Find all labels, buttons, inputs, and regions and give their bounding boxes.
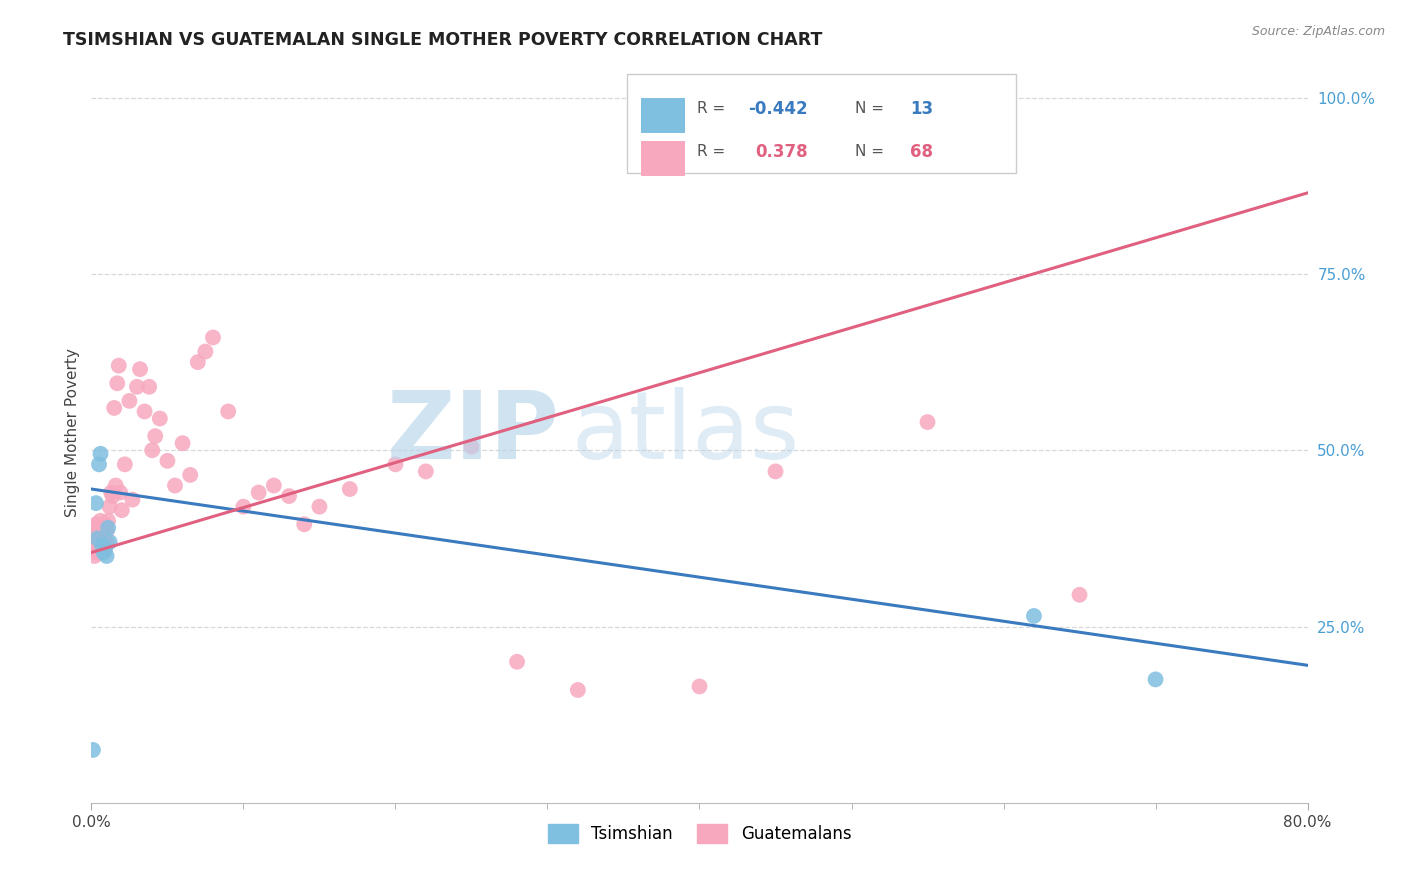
Guatemalans xyxy=(87,521,110,535)
Guatemalans xyxy=(107,359,129,373)
Guatemalans xyxy=(87,545,110,559)
Tsimshian xyxy=(89,447,111,461)
Guatemalans xyxy=(917,415,939,429)
Text: N =: N = xyxy=(855,101,889,116)
Guatemalans xyxy=(86,541,108,556)
Text: ZIP: ZIP xyxy=(387,386,560,479)
Guatemalans xyxy=(138,380,160,394)
Guatemalans xyxy=(202,330,225,344)
Text: R =: R = xyxy=(697,101,730,116)
Guatemalans xyxy=(104,478,127,492)
Guatemalans xyxy=(278,489,301,503)
Guatemalans xyxy=(765,464,787,478)
Guatemalans xyxy=(141,443,163,458)
Guatemalans xyxy=(247,485,270,500)
Guatemalans xyxy=(149,411,172,425)
Guatemalans xyxy=(82,532,104,546)
Guatemalans xyxy=(187,355,209,369)
Guatemalans xyxy=(156,454,179,468)
Guatemalans xyxy=(114,458,136,472)
Guatemalans xyxy=(94,541,117,556)
Guatemalans xyxy=(93,521,115,535)
Guatemalans xyxy=(91,535,114,549)
Guatemalans xyxy=(94,517,117,532)
Tsimshian xyxy=(84,496,107,510)
Guatemalans xyxy=(93,532,115,546)
Guatemalans xyxy=(384,458,406,472)
Tsimshian xyxy=(86,532,108,546)
Guatemalans xyxy=(82,521,104,535)
Guatemalans xyxy=(103,401,125,415)
Guatemalans xyxy=(83,549,105,563)
Text: -0.442: -0.442 xyxy=(748,100,808,118)
Tsimshian xyxy=(97,521,120,535)
Guatemalans xyxy=(111,503,134,517)
Guatemalans xyxy=(688,680,710,694)
Guatemalans xyxy=(567,683,589,698)
Guatemalans xyxy=(179,467,201,482)
Tsimshian xyxy=(98,535,121,549)
Guatemalans xyxy=(339,482,361,496)
Text: 68: 68 xyxy=(910,143,934,161)
Guatemalans xyxy=(105,376,128,391)
Guatemalans xyxy=(86,528,108,542)
Guatemalans xyxy=(121,492,143,507)
Guatemalans xyxy=(91,521,114,535)
Guatemalans xyxy=(194,344,217,359)
Y-axis label: Single Mother Poverty: Single Mother Poverty xyxy=(65,348,80,517)
Guatemalans xyxy=(163,478,186,492)
Guatemalans xyxy=(292,517,315,532)
Tsimshian xyxy=(1022,609,1045,624)
Text: 0.378: 0.378 xyxy=(755,143,808,161)
Bar xyxy=(641,98,685,133)
Guatemalans xyxy=(129,362,152,376)
Guatemalans xyxy=(98,500,121,514)
Tsimshian xyxy=(96,549,118,563)
Text: atlas: atlas xyxy=(572,386,800,479)
Guatemalans xyxy=(1069,588,1091,602)
Guatemalans xyxy=(415,464,437,478)
Guatemalans xyxy=(172,436,194,450)
Text: N =: N = xyxy=(855,144,889,159)
Guatemalans xyxy=(506,655,529,669)
Guatemalans xyxy=(118,393,141,408)
FancyBboxPatch shape xyxy=(627,73,1015,173)
Guatemalans xyxy=(100,485,122,500)
Tsimshian xyxy=(82,743,104,757)
Guatemalans xyxy=(89,514,111,528)
Tsimshian xyxy=(91,538,114,552)
Guatemalans xyxy=(125,380,148,394)
Guatemalans xyxy=(91,541,114,556)
Guatemalans xyxy=(96,524,118,539)
Guatemalans xyxy=(96,535,118,549)
Text: R =: R = xyxy=(697,144,730,159)
Tsimshian xyxy=(87,458,110,472)
Guatemalans xyxy=(84,535,107,549)
Bar xyxy=(641,141,685,177)
Guatemalans xyxy=(101,489,124,503)
Tsimshian xyxy=(1144,673,1167,687)
Tsimshian xyxy=(93,545,115,559)
Guatemalans xyxy=(217,404,239,418)
Guatemalans xyxy=(84,517,107,532)
Guatemalans xyxy=(82,541,104,556)
Text: Source: ZipAtlas.com: Source: ZipAtlas.com xyxy=(1251,25,1385,38)
Legend: Tsimshian, Guatemalans: Tsimshian, Guatemalans xyxy=(541,817,858,850)
Guatemalans xyxy=(87,532,110,546)
Guatemalans xyxy=(83,538,105,552)
Guatemalans xyxy=(143,429,166,443)
Guatemalans xyxy=(110,485,132,500)
Guatemalans xyxy=(89,538,111,552)
Guatemalans xyxy=(460,440,482,454)
Text: TSIMSHIAN VS GUATEMALAN SINGLE MOTHER POVERTY CORRELATION CHART: TSIMSHIAN VS GUATEMALAN SINGLE MOTHER PO… xyxy=(63,31,823,49)
Tsimshian xyxy=(94,541,117,556)
Guatemalans xyxy=(97,514,120,528)
Guatemalans xyxy=(134,404,156,418)
Guatemalans xyxy=(308,500,330,514)
Text: 13: 13 xyxy=(910,100,934,118)
Guatemalans xyxy=(232,500,254,514)
Guatemalans xyxy=(84,545,107,559)
Guatemalans xyxy=(263,478,285,492)
